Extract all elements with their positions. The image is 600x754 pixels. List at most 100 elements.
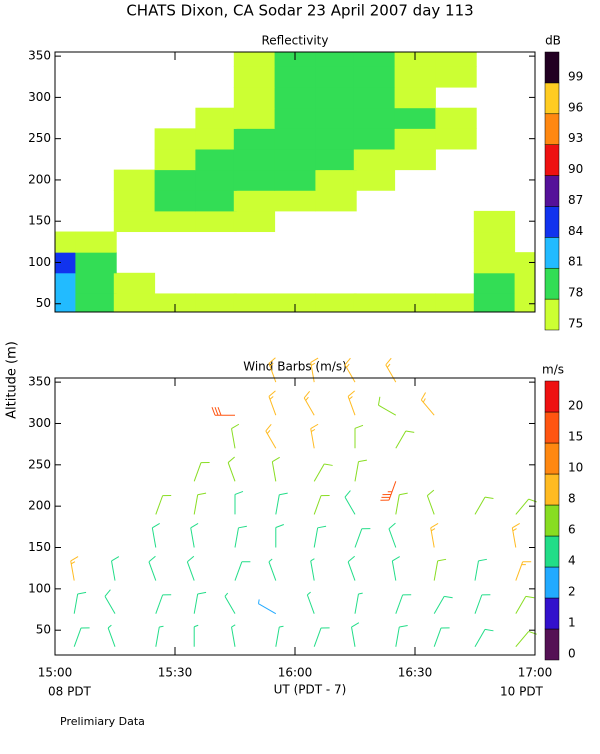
x-tick-label: 15:00	[38, 666, 73, 680]
colorbar-label: 20	[568, 399, 583, 413]
colorbar-units: dB	[545, 34, 561, 48]
colorbar-label: 96	[568, 100, 583, 114]
y-tick-label: 100	[28, 581, 51, 595]
colorbar-label: 10	[568, 461, 583, 475]
heat-cell	[275, 66, 316, 87]
colorbar-label: 4	[568, 554, 576, 568]
colorbar-segment	[545, 268, 559, 299]
colorbar-label: 78	[568, 286, 583, 300]
heat-cell	[315, 293, 356, 314]
heat-cell	[315, 66, 356, 87]
heat-cell	[275, 108, 316, 129]
heat-cell	[75, 252, 116, 273]
colorbar-segment	[545, 83, 559, 114]
heat-cell	[75, 273, 116, 294]
colorbar-segment	[545, 412, 559, 443]
x-tick-label: 16:30	[398, 666, 433, 680]
heat-cell	[234, 87, 275, 108]
panel-title: Wind Barbs (m/s)	[243, 360, 347, 374]
heat-cell	[234, 149, 275, 170]
y-label: Altitude (m)	[5, 341, 20, 419]
y-tick-label: 300	[28, 90, 51, 104]
colorbar-segment	[545, 598, 559, 629]
y-tick-label: 150	[28, 540, 51, 554]
y-tick-label: 150	[28, 214, 51, 228]
heat-cell	[234, 108, 275, 129]
colorbar-label: 81	[568, 255, 583, 269]
heat-cell	[155, 149, 196, 170]
heat-cell	[114, 190, 155, 211]
colorbar-label: 8	[568, 492, 576, 506]
colorbar-segment	[545, 299, 559, 330]
heat-cell	[435, 128, 476, 149]
heat-cell	[155, 170, 196, 191]
heat-cell	[114, 211, 155, 232]
x-tick-label: 16:00	[278, 666, 313, 680]
colorbar-segment	[545, 474, 559, 505]
heat-cell	[435, 108, 476, 129]
heat-cell	[195, 128, 236, 149]
heat-cell	[315, 149, 356, 170]
heat-cell	[275, 87, 316, 108]
barb-half	[258, 599, 259, 603]
colorbar-segment	[545, 145, 559, 176]
heat-cell	[315, 128, 356, 149]
x-tick-label: 17:00	[518, 666, 553, 680]
heat-cell	[234, 211, 275, 232]
heat-cell	[155, 190, 196, 211]
heat-cell	[354, 66, 395, 87]
colorbar-units: m/s	[542, 363, 564, 377]
heat-cell	[395, 87, 436, 108]
y-tick-label: 100	[28, 255, 51, 269]
right-note: 10 PDT	[500, 685, 544, 699]
left-note: 08 PDT	[48, 685, 92, 699]
x-tick-label: 15:30	[158, 666, 193, 680]
heat-cell	[474, 252, 515, 273]
heat-cell	[435, 66, 476, 87]
heat-cell	[75, 293, 116, 314]
colorbar-label: 90	[568, 162, 583, 176]
y-tick-label: 250	[28, 457, 51, 471]
y-tick-label: 300	[28, 416, 51, 430]
heat-cell	[395, 149, 436, 170]
heat-cell	[354, 293, 395, 314]
colorbar-segment	[545, 505, 559, 536]
heat-cell	[155, 128, 196, 149]
colorbar-label: 93	[568, 131, 583, 145]
y-tick-label: 200	[28, 172, 51, 186]
colorbar-label: 0	[568, 647, 576, 661]
heat-cell	[195, 293, 236, 314]
colorbar-segment	[545, 52, 559, 83]
heat-cell	[195, 149, 236, 170]
panel-title: Reflectivity	[261, 34, 328, 48]
heat-cell	[195, 108, 236, 129]
y-tick-label: 200	[28, 499, 51, 513]
heat-cell	[234, 293, 275, 314]
y-tick-label: 350	[28, 49, 51, 63]
colorbar-segment	[545, 567, 559, 598]
y-tick-label: 50	[36, 296, 51, 310]
title: CHATS Dixon, CA Sodar 23 April 2007 day …	[126, 2, 473, 20]
x-label: UT (PDT - 7)	[274, 683, 347, 697]
colorbar-label: 1	[568, 616, 576, 630]
heat-cell	[315, 108, 356, 129]
colorbar-segment	[545, 381, 559, 412]
colorbar-label: 84	[568, 224, 583, 238]
colorbar-segment	[545, 536, 559, 567]
y-tick-label: 350	[28, 375, 51, 389]
heat-cell	[354, 87, 395, 108]
heat-cell	[114, 273, 155, 294]
heat-cell	[315, 170, 356, 191]
heat-cell	[275, 190, 316, 211]
colorbar-label: 87	[568, 193, 583, 207]
heat-cell	[195, 190, 236, 211]
heat-cell	[315, 87, 356, 108]
heat-cell	[315, 190, 356, 211]
colorbar-segment	[545, 629, 559, 660]
colorbar-label: 6	[568, 523, 576, 537]
heat-cell	[234, 128, 275, 149]
heat-cell	[474, 293, 515, 314]
heat-cell	[354, 149, 395, 170]
heat-cell	[354, 170, 395, 191]
